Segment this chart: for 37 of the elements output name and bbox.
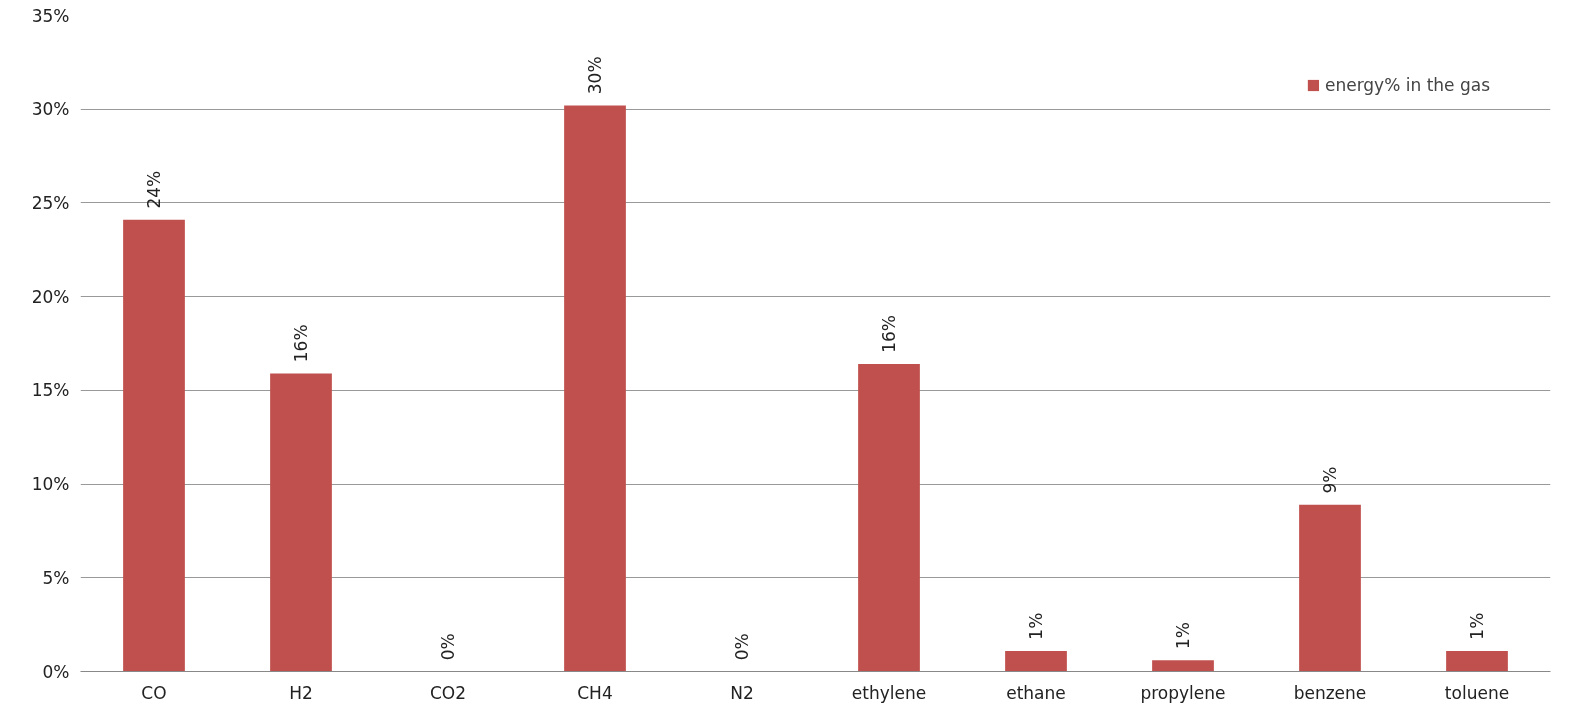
x-tick-label: H2 [289, 682, 313, 703]
x-tick-label: benzene [1293, 682, 1367, 703]
bar [1299, 504, 1361, 672]
x-tick-label: ethane [1006, 682, 1066, 703]
y-tick-label: 15% [31, 380, 70, 401]
y-tick-label: 35% [31, 5, 70, 26]
bar [1005, 650, 1067, 672]
bar [270, 373, 332, 672]
x-tick-label: CO [141, 682, 167, 703]
data-label: 24% [144, 170, 164, 209]
bar [858, 364, 920, 672]
legend-label: energy% in the gas [1324, 75, 1490, 95]
bar [1152, 660, 1214, 672]
data-label: 30% [585, 56, 605, 95]
x-tick-label: propylene [1140, 682, 1226, 703]
y-tick-label: 20% [31, 286, 70, 307]
data-label: 9% [1320, 466, 1340, 494]
data-label: 0% [438, 633, 458, 661]
bar [1446, 650, 1508, 672]
data-label: 1% [1467, 612, 1487, 640]
y-tick-label: 0% [42, 661, 70, 682]
y-tick-label: 30% [31, 99, 70, 120]
data-label: 1% [1026, 612, 1046, 640]
x-tick-label: CO2 [429, 682, 467, 703]
y-tick-label: 5% [42, 567, 70, 588]
bar [564, 105, 626, 672]
x-tick-label: toluene [1444, 682, 1510, 703]
data-label: 1% [1173, 622, 1193, 650]
data-label: 16% [291, 324, 311, 363]
y-tick-label: 25% [31, 192, 70, 213]
x-tick-label: N2 [730, 682, 754, 703]
data-label: 0% [732, 633, 752, 661]
y-tick-label: 10% [31, 474, 70, 495]
x-tick-label: CH4 [577, 682, 613, 703]
data-label: 16% [879, 315, 899, 353]
bar [123, 219, 185, 672]
x-tick-label: ethylene [851, 682, 927, 703]
